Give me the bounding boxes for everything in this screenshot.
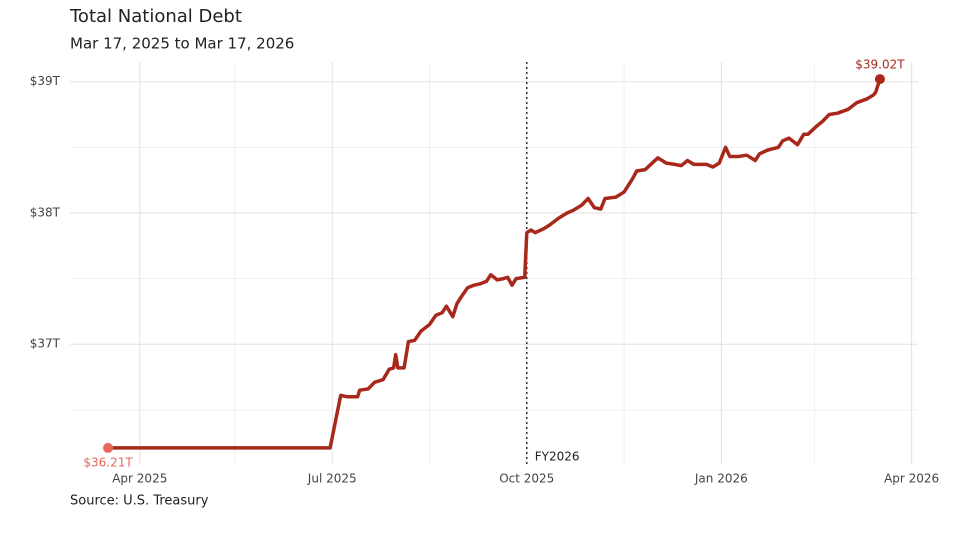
value-label: $36.21T xyxy=(83,455,133,469)
grid xyxy=(70,62,918,465)
point xyxy=(874,74,885,85)
y-tick-label: $39T xyxy=(30,74,61,88)
line xyxy=(108,78,882,450)
chart-subtitle: Mar 17, 2025 to Mar 17, 2026 xyxy=(70,35,294,53)
point xyxy=(103,442,114,453)
x-tick-label: Oct 2025 xyxy=(499,472,554,486)
x-tick-label: Jan 2026 xyxy=(694,472,748,486)
x-tick-label: Apr 2025 xyxy=(112,472,167,486)
x-tick-label: Jul 2025 xyxy=(307,472,357,486)
source: Source: U.S. Treasury xyxy=(70,494,209,509)
annotation-label: FY2026 xyxy=(535,450,580,464)
value-label: $39.02T xyxy=(855,58,905,72)
chart-title: Total National Debt xyxy=(69,6,242,27)
x-tick-label: Apr 2026 xyxy=(884,472,939,486)
y-tick-label: $37T xyxy=(30,337,61,351)
y-tick-label: $38T xyxy=(30,205,61,219)
plot: FY2026 $36.21T $39.02T xyxy=(83,58,905,470)
